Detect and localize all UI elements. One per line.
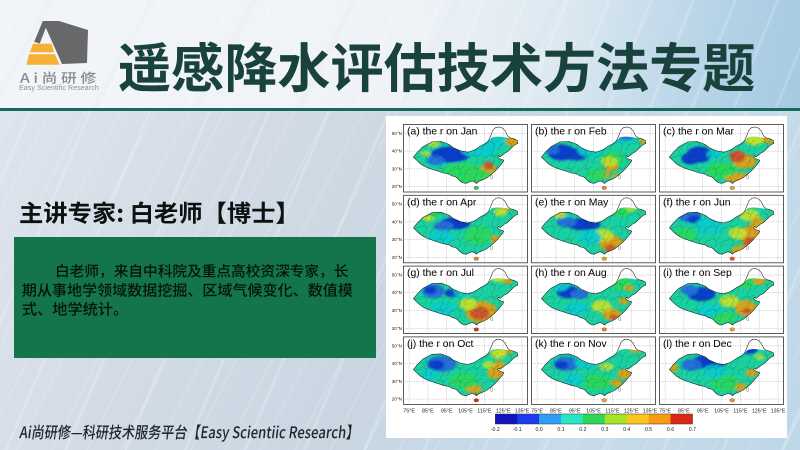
svg-text:105°E: 105°E: [458, 408, 473, 414]
svg-text:75°E: 75°E: [659, 408, 671, 414]
svg-text:105°E: 105°E: [586, 408, 601, 414]
svg-text:30°N: 30°N: [392, 308, 402, 313]
svg-text:20°N: 20°N: [392, 184, 402, 189]
svg-text:50°N: 50°N: [392, 272, 402, 277]
svg-text:20°N: 20°N: [392, 325, 402, 330]
svg-text:50°N: 50°N: [392, 343, 402, 348]
svg-text:0.3: 0.3: [601, 427, 608, 433]
svg-text:75°E: 75°E: [531, 408, 543, 414]
svg-text:40°N: 40°N: [392, 290, 402, 295]
svg-text:40°N: 40°N: [392, 148, 402, 153]
svg-text:125°E: 125°E: [624, 408, 639, 414]
svg-text:135°E: 135°E: [771, 408, 786, 414]
svg-text:(h) the r on Aug: (h) the r on Aug: [535, 268, 607, 279]
svg-text:85°E: 85°E: [550, 408, 562, 414]
svg-text:85°E: 85°E: [678, 408, 690, 414]
svg-text:(f) the r on Jun: (f) the r on Jun: [663, 197, 731, 208]
svg-text:125°E: 125°E: [752, 408, 767, 414]
svg-text:50°N: 50°N: [392, 130, 402, 135]
svg-text:40°N: 40°N: [392, 361, 402, 366]
svg-text:(e) the r on May: (e) the r on May: [535, 197, 609, 208]
svg-text:85°E: 85°E: [422, 408, 434, 414]
svg-text:-0.2: -0.2: [491, 427, 500, 433]
svg-text:30°N: 30°N: [392, 166, 402, 171]
svg-text:30°N: 30°N: [392, 237, 402, 242]
svg-text:20°N: 20°N: [392, 255, 402, 260]
svg-text:(b) the r on Feb: (b) the r on Feb: [535, 126, 607, 137]
svg-text:(g) the r on Jul: (g) the r on Jul: [407, 268, 474, 279]
svg-text:-0.1: -0.1: [513, 427, 522, 433]
svg-text:125°E: 125°E: [496, 408, 511, 414]
svg-text:(l) the r on Dec: (l) the r on Dec: [663, 338, 732, 349]
svg-text:95°E: 95°E: [441, 408, 453, 414]
svg-text:40°N: 40°N: [392, 219, 402, 224]
svg-text:115°E: 115°E: [733, 408, 748, 414]
svg-text:115°E: 115°E: [605, 408, 620, 414]
svg-text:135°E: 135°E: [643, 408, 658, 414]
svg-text:105°E: 105°E: [714, 408, 729, 414]
svg-text:30°N: 30°N: [392, 378, 402, 383]
svg-text:0.0: 0.0: [535, 427, 542, 433]
svg-text:(k) the r on Nov: (k) the r on Nov: [535, 338, 607, 349]
svg-text:0.7: 0.7: [689, 427, 696, 433]
svg-text:(d) the r on Apr: (d) the r on Apr: [407, 197, 477, 208]
svg-text:0.1: 0.1: [557, 427, 564, 433]
svg-text:135°E: 135°E: [515, 408, 530, 414]
svg-text:(a) the r on Jan: (a) the r on Jan: [407, 126, 478, 137]
svg-text:(c) the r on Mar: (c) the r on Mar: [663, 126, 735, 137]
svg-text:75°E: 75°E: [403, 408, 415, 414]
svg-text:0.6: 0.6: [667, 427, 674, 433]
svg-text:0.2: 0.2: [579, 427, 586, 433]
svg-text:(i) the r on Sep: (i) the r on Sep: [663, 268, 732, 279]
svg-text:115°E: 115°E: [477, 408, 492, 414]
svg-text:20°N: 20°N: [392, 396, 402, 401]
svg-text:95°E: 95°E: [569, 408, 581, 414]
svg-text:0.4: 0.4: [623, 427, 630, 433]
svg-text:0.5: 0.5: [645, 427, 652, 433]
svg-text:50°N: 50°N: [392, 201, 402, 206]
svg-text:95°E: 95°E: [697, 408, 709, 414]
svg-text:(j) the r on Oct: (j) the r on Oct: [407, 338, 474, 349]
